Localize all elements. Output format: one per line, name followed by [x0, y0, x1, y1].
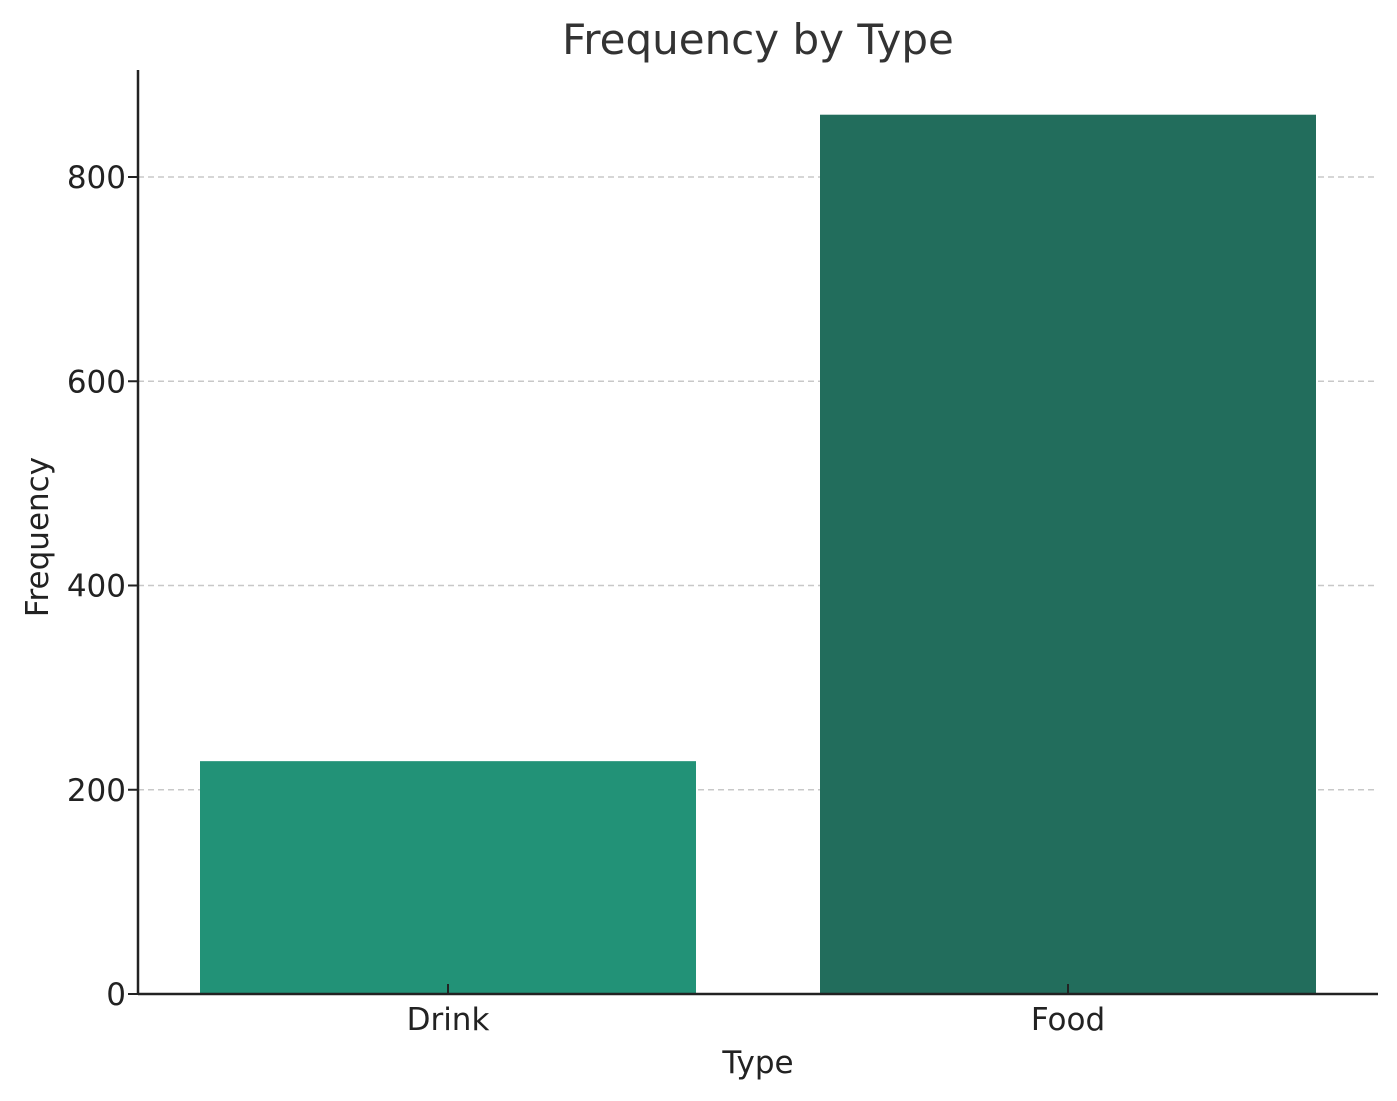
chart-title: Frequency by Type	[562, 15, 954, 64]
bar-drink	[200, 761, 696, 994]
y-axis-label: Frequency	[20, 457, 56, 617]
x-axis-label: Type	[721, 1045, 793, 1081]
y-tick-label: 200	[67, 773, 126, 809]
y-tick-label: 600	[67, 364, 126, 400]
x-tick-label: Food	[1031, 1002, 1105, 1038]
x-tick-label: Drink	[407, 1002, 490, 1038]
x-tick-layer: Drink Food	[407, 984, 1105, 1038]
y-tick-label: 0	[106, 977, 126, 1013]
bar-food	[820, 114, 1316, 995]
bar-layer	[200, 114, 1316, 995]
y-tick-label: 400	[67, 569, 126, 605]
y-tick-label: 800	[67, 160, 126, 196]
y-tick-layer: 0 200 400 600 800	[67, 160, 138, 1013]
axis-layer	[136, 70, 1378, 996]
